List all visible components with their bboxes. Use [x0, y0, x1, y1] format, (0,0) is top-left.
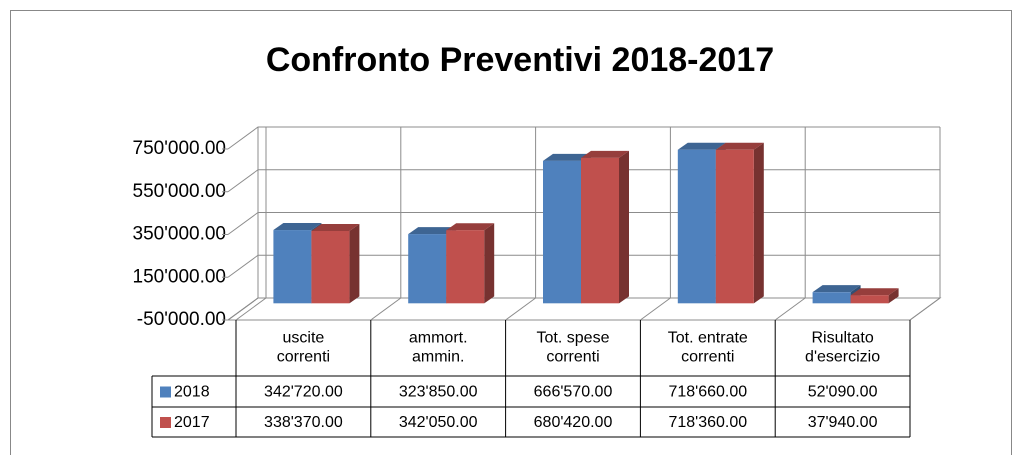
- bar-front: [311, 230, 350, 304]
- category-label: Risultato d'esercizio: [805, 330, 880, 366]
- bar-top: [311, 223, 360, 231]
- bar: [543, 153, 591, 304]
- bar-side: [484, 223, 495, 304]
- bar-side: [619, 150, 629, 304]
- bar: [715, 142, 764, 304]
- bar-front: [408, 234, 447, 304]
- data-label: 666'570.00: [534, 384, 613, 401]
- bar-front: [273, 230, 312, 304]
- grid-line: [227, 126, 940, 150]
- chart-border: [10, 10, 1012, 455]
- floor-divider: [909, 297, 941, 321]
- data-label: 338'370.00: [264, 414, 343, 431]
- category-label: Tot. spese correnti: [537, 330, 610, 366]
- bar-top: [408, 227, 457, 235]
- bar-front: [812, 292, 851, 304]
- data-label: 342'720.00: [264, 384, 343, 401]
- bar-side: [753, 142, 764, 304]
- legend-swatch: [160, 417, 171, 428]
- category-label: ammort. ammin.: [409, 330, 468, 366]
- bar: [850, 288, 899, 304]
- legend-swatch: [160, 386, 171, 398]
- bar-side: [349, 223, 360, 304]
- y-tick-label: 750'000.00: [133, 138, 226, 159]
- bar-top: [812, 285, 861, 293]
- data-label: 718'660.00: [668, 384, 747, 401]
- bar-top: [543, 153, 591, 161]
- chart-title: Confronto Preventivi 2018-2017: [266, 41, 774, 79]
- floor-divider: [505, 297, 536, 321]
- data-label: 323'850.00: [399, 384, 478, 401]
- bar-side: [888, 288, 899, 304]
- category-label: Tot. entrate correnti: [668, 330, 748, 366]
- bar: [446, 223, 495, 304]
- data-label: 342'050.00: [399, 414, 478, 431]
- bar-top: [715, 142, 764, 150]
- bar-top: [273, 223, 322, 231]
- bar: [581, 150, 629, 304]
- category-label: uscite correnti: [277, 330, 330, 366]
- data-label: 52'090.00: [808, 384, 878, 401]
- legend-label: 2018: [174, 384, 210, 401]
- floor-divider: [370, 297, 402, 321]
- data-label: 680'420.00: [534, 414, 613, 431]
- bar-front: [677, 149, 716, 304]
- bar-top: [446, 223, 495, 231]
- y-tick-label: 350'000.00: [133, 224, 226, 245]
- legend-label: 2017: [174, 414, 210, 431]
- bar-front: [543, 160, 581, 304]
- data-label: 718'360.00: [668, 414, 747, 431]
- y-tick-label: 550'000.00: [133, 181, 226, 202]
- y-tick-label: -50'000.00: [137, 309, 226, 330]
- y-tick-label: 150'000.00: [133, 266, 226, 287]
- floor-divider: [235, 297, 267, 321]
- bar-top: [850, 288, 899, 296]
- data-label: 37'940.00: [808, 414, 878, 431]
- bar: [311, 223, 360, 304]
- bar-front: [446, 230, 485, 304]
- floor-divider: [640, 297, 671, 321]
- floor-divider: [774, 297, 806, 321]
- bar-top: [677, 142, 726, 150]
- bar-front: [581, 157, 619, 304]
- bar-front: [715, 149, 754, 304]
- bar-front: [850, 295, 889, 304]
- bar-top: [581, 150, 629, 158]
